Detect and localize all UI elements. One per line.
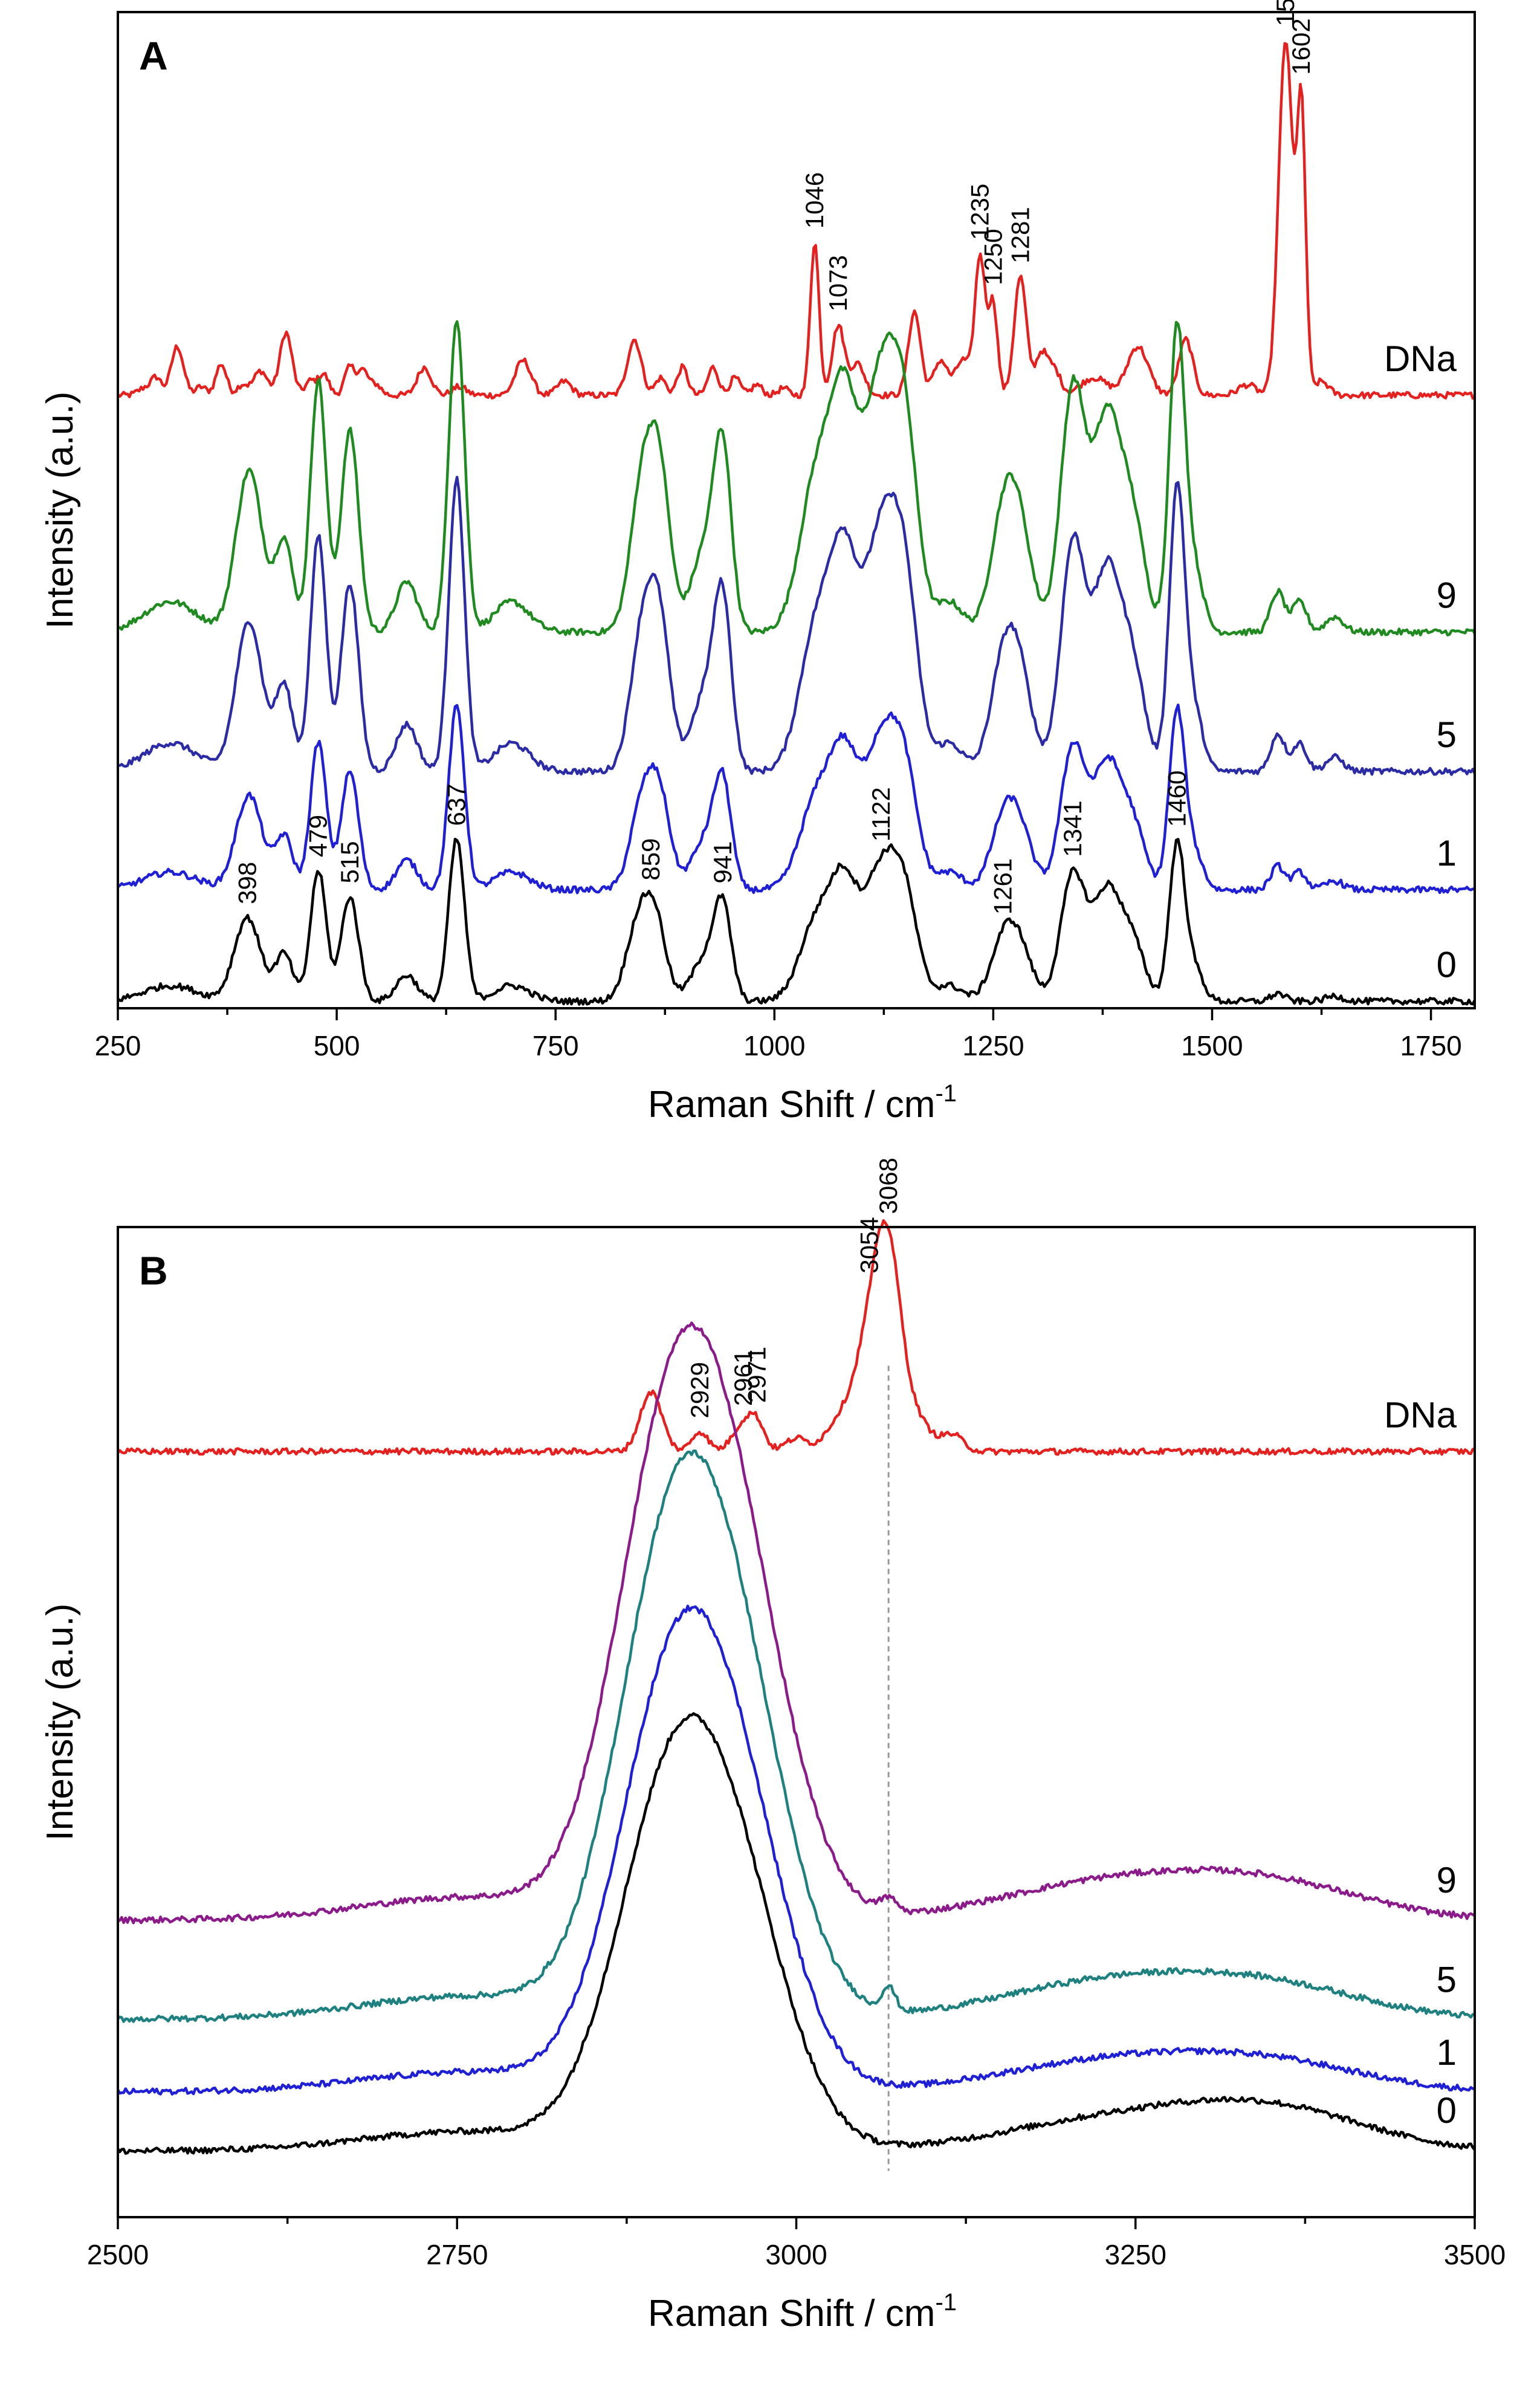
peak-label: 941 [708, 841, 737, 884]
peak-label: 1460 [1163, 771, 1191, 827]
series-label: 9 [1437, 575, 1457, 616]
series-line-9 [117, 1321, 1476, 1925]
peak-label: 398 [233, 862, 261, 904]
series-label: 5 [1437, 1959, 1457, 2000]
peak-label: 2929 [685, 1362, 714, 1418]
x-tick-label: 1000 [743, 1030, 805, 1061]
series-label: 0 [1437, 2090, 1457, 2131]
peak-label: 3054 [855, 1217, 884, 1273]
series-line-9 [117, 320, 1476, 637]
series-line-0 [117, 1712, 1476, 2155]
x-tick-label: 1250 [962, 1030, 1024, 1061]
peak-label: 479 [304, 815, 332, 857]
y-axis-title: Intensity (a.u.) [39, 1604, 81, 1841]
x-axis-title-text: Raman Shift / cm [648, 2293, 935, 2334]
peak-label: 3068 [874, 1158, 902, 1214]
peak-label: 515 [335, 841, 364, 883]
x-tick-label: 3250 [1105, 2239, 1166, 2270]
peak-label: 1073 [824, 255, 852, 311]
series-label: DNa [1384, 338, 1457, 379]
x-tick-label: 500 [314, 1030, 360, 1061]
series-line-1 [117, 1604, 1475, 2096]
series-label: 5 [1437, 714, 1457, 755]
plot-frame [117, 11, 1476, 1009]
panel-letter: B [139, 1248, 168, 1293]
series-label: 1 [1437, 2032, 1457, 2073]
peak-label: 1281 [1006, 207, 1034, 263]
x-tick-label: 250 [95, 1030, 141, 1061]
x-tick-label: 750 [532, 1030, 579, 1061]
x-tick-label: 2750 [426, 2239, 488, 2270]
peak-label: 2961 [729, 1350, 757, 1406]
x-axis-title: Raman Shift / cm-1 [648, 1080, 957, 1126]
series-line-5 [117, 1450, 1475, 2023]
panel-a: DNa1046107312351250128115841602951039847… [39, 0, 1477, 1126]
peak-label: 1602 [1287, 18, 1315, 74]
x-tick-label: 3000 [765, 2239, 827, 2270]
peak-label: 859 [636, 838, 665, 881]
x-tick-label: 3500 [1444, 2239, 1506, 2270]
x-tick-label: 2500 [87, 2239, 149, 2270]
plot-frame [117, 1226, 1476, 2218]
x-axis-title-superscript: -1 [935, 2289, 957, 2316]
series-label: 1 [1437, 833, 1457, 873]
series-line-0 [117, 837, 1477, 1006]
series-label: 0 [1437, 944, 1457, 985]
peak-label: 637 [442, 783, 471, 826]
series-line-dna [117, 42, 1475, 400]
peak-label: 1235 [966, 184, 994, 240]
series-line-1 [117, 703, 1475, 895]
x-tick-label: 1500 [1181, 1030, 1243, 1061]
panel-letter: A [139, 33, 168, 78]
peak-label: 2971 [742, 1347, 771, 1403]
x-axis-title-text: Raman Shift / cm [648, 1084, 935, 1126]
peak-label: 1046 [800, 172, 829, 228]
series-line-dna [117, 1219, 1476, 1456]
series-label: DNa [1384, 1394, 1457, 1435]
x-axis-title: Raman Shift / cm-1 [648, 2289, 957, 2334]
peak-label: 1122 [867, 787, 895, 841]
series-label: 9 [1437, 1860, 1457, 1900]
y-axis-title: Intensity (a.u.) [39, 392, 81, 629]
series-line-5 [117, 476, 1477, 776]
peak-label: 1261 [988, 858, 1017, 915]
peak-label: 1250 [979, 228, 1007, 285]
peak-label: 1341 [1058, 800, 1087, 857]
x-axis-title-superscript: -1 [935, 1080, 957, 1107]
x-tick-label: 1750 [1400, 1030, 1461, 1061]
